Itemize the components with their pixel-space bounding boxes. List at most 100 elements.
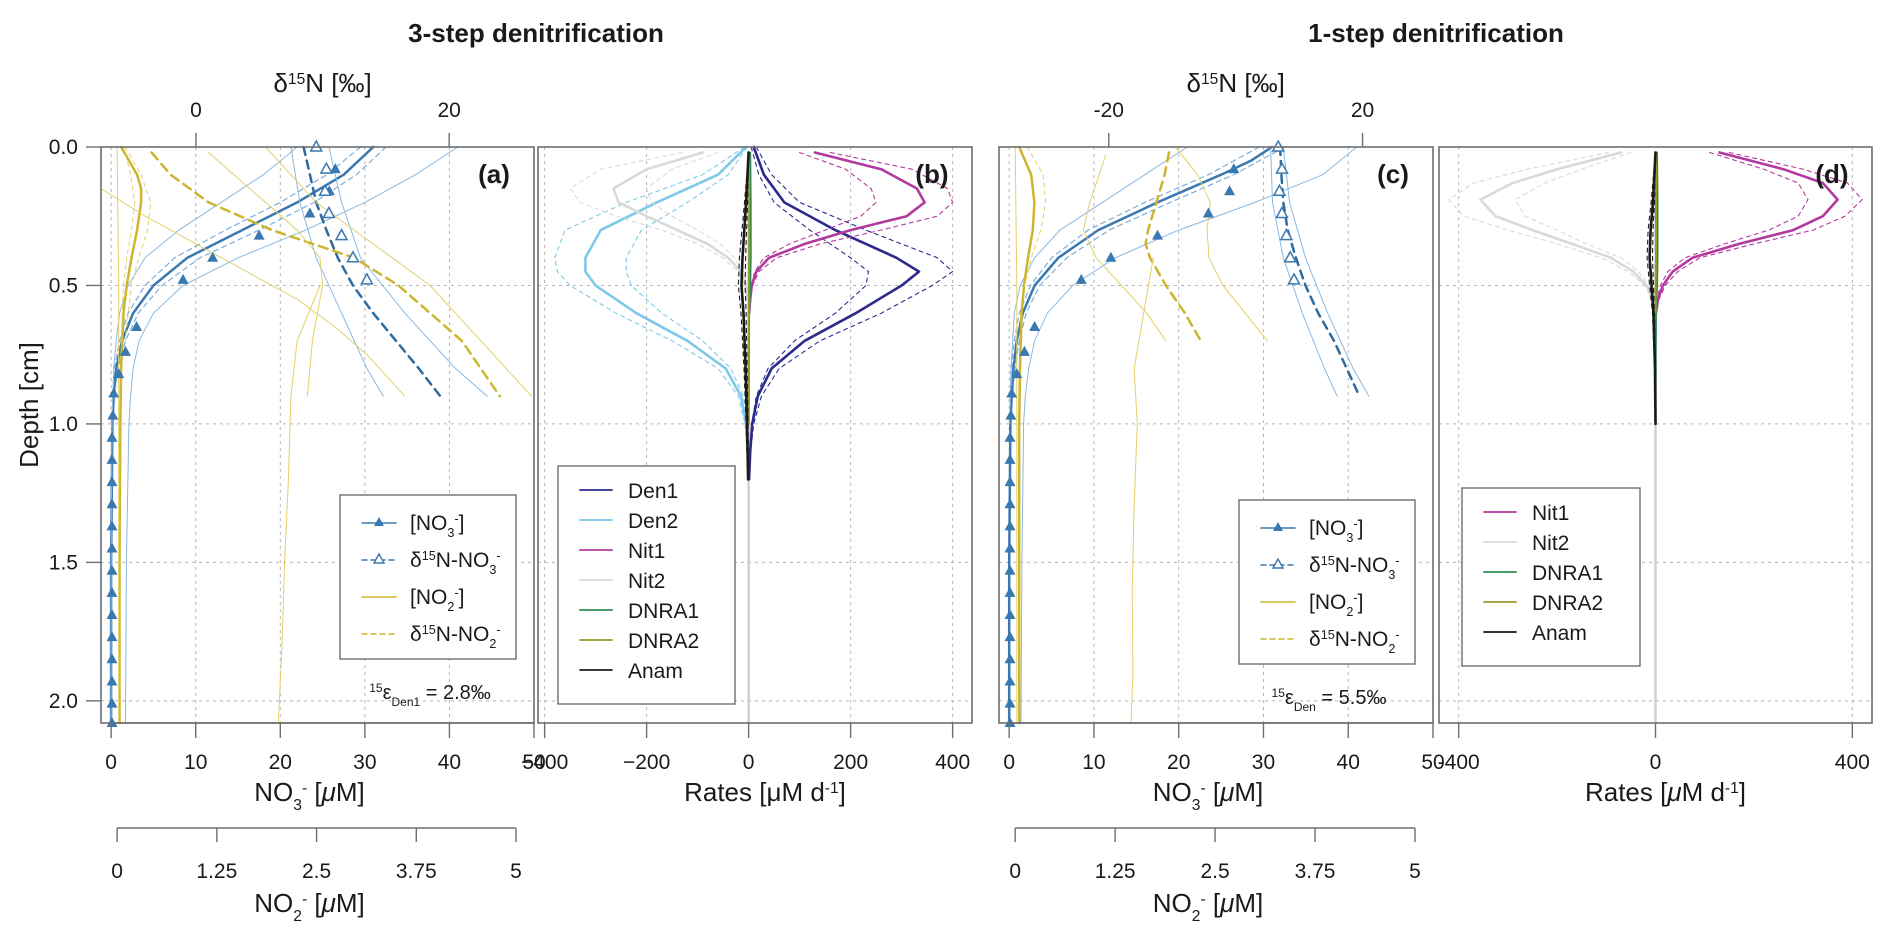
d15n-no3-observation-marker — [1271, 139, 1285, 152]
panel-tag: (c) — [1377, 159, 1409, 189]
no3-observation-marker — [253, 229, 265, 240]
epsilon-annotation: 15εDen1 = 2.8‰ — [369, 681, 491, 709]
series-line — [290, 146, 384, 397]
x-axis-no3: 0 10 20 30 40 50 NO3- [μM] — [105, 722, 546, 814]
series-line — [1007, 145, 1274, 725]
x-axis-rates: −400 −200 0 200 400 Rates [μM d-1] — [521, 723, 970, 807]
x-tick-label: 0 — [1003, 751, 1015, 774]
legend-entry-label: Nit2 — [628, 570, 665, 593]
panel-tag: (b) — [915, 159, 948, 189]
no3-observation-marker — [1224, 185, 1236, 196]
no3-observation-marker — [1004, 631, 1016, 642]
no3-observation-marker — [1202, 207, 1214, 218]
no3-observation-marker — [113, 368, 125, 379]
legend-entry-label: δ15N-NO3- — [410, 549, 501, 577]
no3-observation-marker — [106, 498, 118, 509]
x-tick-label: 50 — [522, 751, 545, 774]
x-tick-label: 20 — [269, 751, 292, 774]
no3-observation-marker — [120, 345, 132, 356]
legend-entry-label: δ15N-NO3- — [1309, 554, 1400, 582]
no3-observation-marker — [106, 476, 118, 487]
x-tick-label: 400 — [1835, 751, 1870, 774]
series-line-dnra2 — [747, 151, 751, 425]
d15n-no3-observation-marker — [1275, 161, 1289, 174]
series-line-nit1 — [1654, 151, 1839, 315]
series-line — [1024, 146, 1047, 286]
x-axis-label-d15n: δ15N [‰] — [273, 68, 371, 98]
no3-observation-marker — [106, 431, 118, 442]
legend-entry-label: DNRA2 — [1532, 592, 1603, 615]
series-ci-low — [1448, 151, 1653, 300]
no3-observation-marker — [1004, 675, 1016, 686]
no3-observation-marker — [131, 321, 143, 331]
series-ci-high — [749, 146, 954, 480]
no3-observation-marker — [1004, 453, 1016, 464]
legend-marker-open-triangle — [372, 552, 386, 564]
x-tick-label: 20 — [437, 99, 460, 122]
no3-observation-marker — [1004, 717, 1016, 727]
x-axis-label-rates: Rates [μM d-1] — [684, 777, 846, 807]
panel-frame-b — [537, 146, 973, 724]
legend-marker-filled-triangle — [374, 517, 384, 526]
series-line — [109, 145, 375, 725]
series-line — [1082, 154, 1167, 342]
x-tick-label: 3.75 — [396, 860, 437, 883]
series-line-den2 — [584, 145, 749, 453]
series-ci-low — [554, 146, 748, 453]
legend-entry-label: DNRA1 — [1532, 562, 1603, 585]
series-line — [1282, 146, 1370, 397]
series-line — [125, 146, 459, 724]
x-axis-no2: 0 1.25 2.5 3.75 5 NO2- [μM] — [111, 827, 522, 925]
legend-entry-label: [NO3-] — [1309, 517, 1363, 545]
x-tick-label: −200 — [623, 751, 670, 774]
series-ci-low — [748, 151, 877, 314]
x-tick-label: 0 — [190, 99, 202, 122]
d15n-no3-observation-marker — [1275, 205, 1289, 219]
x-tick-label: 0 — [111, 860, 123, 883]
legend-entry-label: DNRA1 — [628, 600, 699, 623]
series-line — [116, 146, 120, 724]
no3-observation-marker — [106, 631, 118, 642]
no3-observation-marker — [1004, 431, 1016, 442]
series-ci-high — [744, 151, 750, 480]
x-tick-label: 0 — [743, 751, 755, 774]
no3-observation-marker — [106, 564, 118, 575]
series-line — [120, 146, 136, 342]
x-tick-label: 50 — [1421, 751, 1444, 774]
panel-c: (c) 0 10 20 30 40 50 NO3- [μM] 0 1.25 2.5 3.75 5 NO2-… — [998, 68, 1445, 925]
x-tick-label: -20 — [1094, 99, 1124, 122]
legend-entry-label: Den2 — [628, 510, 678, 533]
no3-observation-marker — [329, 163, 341, 174]
panel-tag: (d) — [1815, 159, 1848, 189]
legend-marker-open-triangle — [1271, 557, 1285, 569]
x-tick-label: 0 — [105, 751, 117, 774]
series-line — [1270, 146, 1338, 397]
no3-observation-marker — [1004, 609, 1016, 619]
x-axis-no3: 0 10 20 30 40 50 NO3- [μM] — [1003, 722, 1445, 814]
x-tick-label: 3.75 — [1295, 860, 1336, 883]
legend-box — [1461, 487, 1641, 667]
d15n-no3-observation-marker — [309, 139, 324, 152]
legend-entry-label: [NO2-] — [1309, 591, 1363, 619]
d15n-no3-observation-marker — [1272, 183, 1287, 197]
x-tick-label: 30 — [353, 751, 376, 774]
no3-observation-marker — [1004, 586, 1016, 597]
no3-observation-marker — [108, 387, 120, 398]
d15n-no3-observation-marker — [319, 161, 334, 174]
y-axis-label: Depth [cm] — [14, 342, 44, 468]
epsilon-annotation: 15εDen = 5.5‰ — [1272, 686, 1387, 714]
x-tick-label: 10 — [1082, 751, 1105, 774]
series-line — [208, 152, 324, 397]
series-line — [112, 146, 362, 397]
x-axis-label-rates: Rates [μM d-1] — [1585, 777, 1746, 807]
x-tick-label: 40 — [1337, 751, 1360, 774]
no3-observation-marker — [1075, 273, 1087, 284]
no3-observation-marker — [107, 409, 119, 420]
x-tick-label: 20 — [1167, 751, 1190, 774]
y-tick-label: 0.0 — [49, 136, 78, 159]
no3-observation-marker — [1004, 542, 1016, 553]
x-tick-label: 30 — [1252, 751, 1275, 774]
legend-entry-label: δ15N-NO2- — [410, 623, 501, 651]
x-tick-label: 10 — [184, 751, 207, 774]
